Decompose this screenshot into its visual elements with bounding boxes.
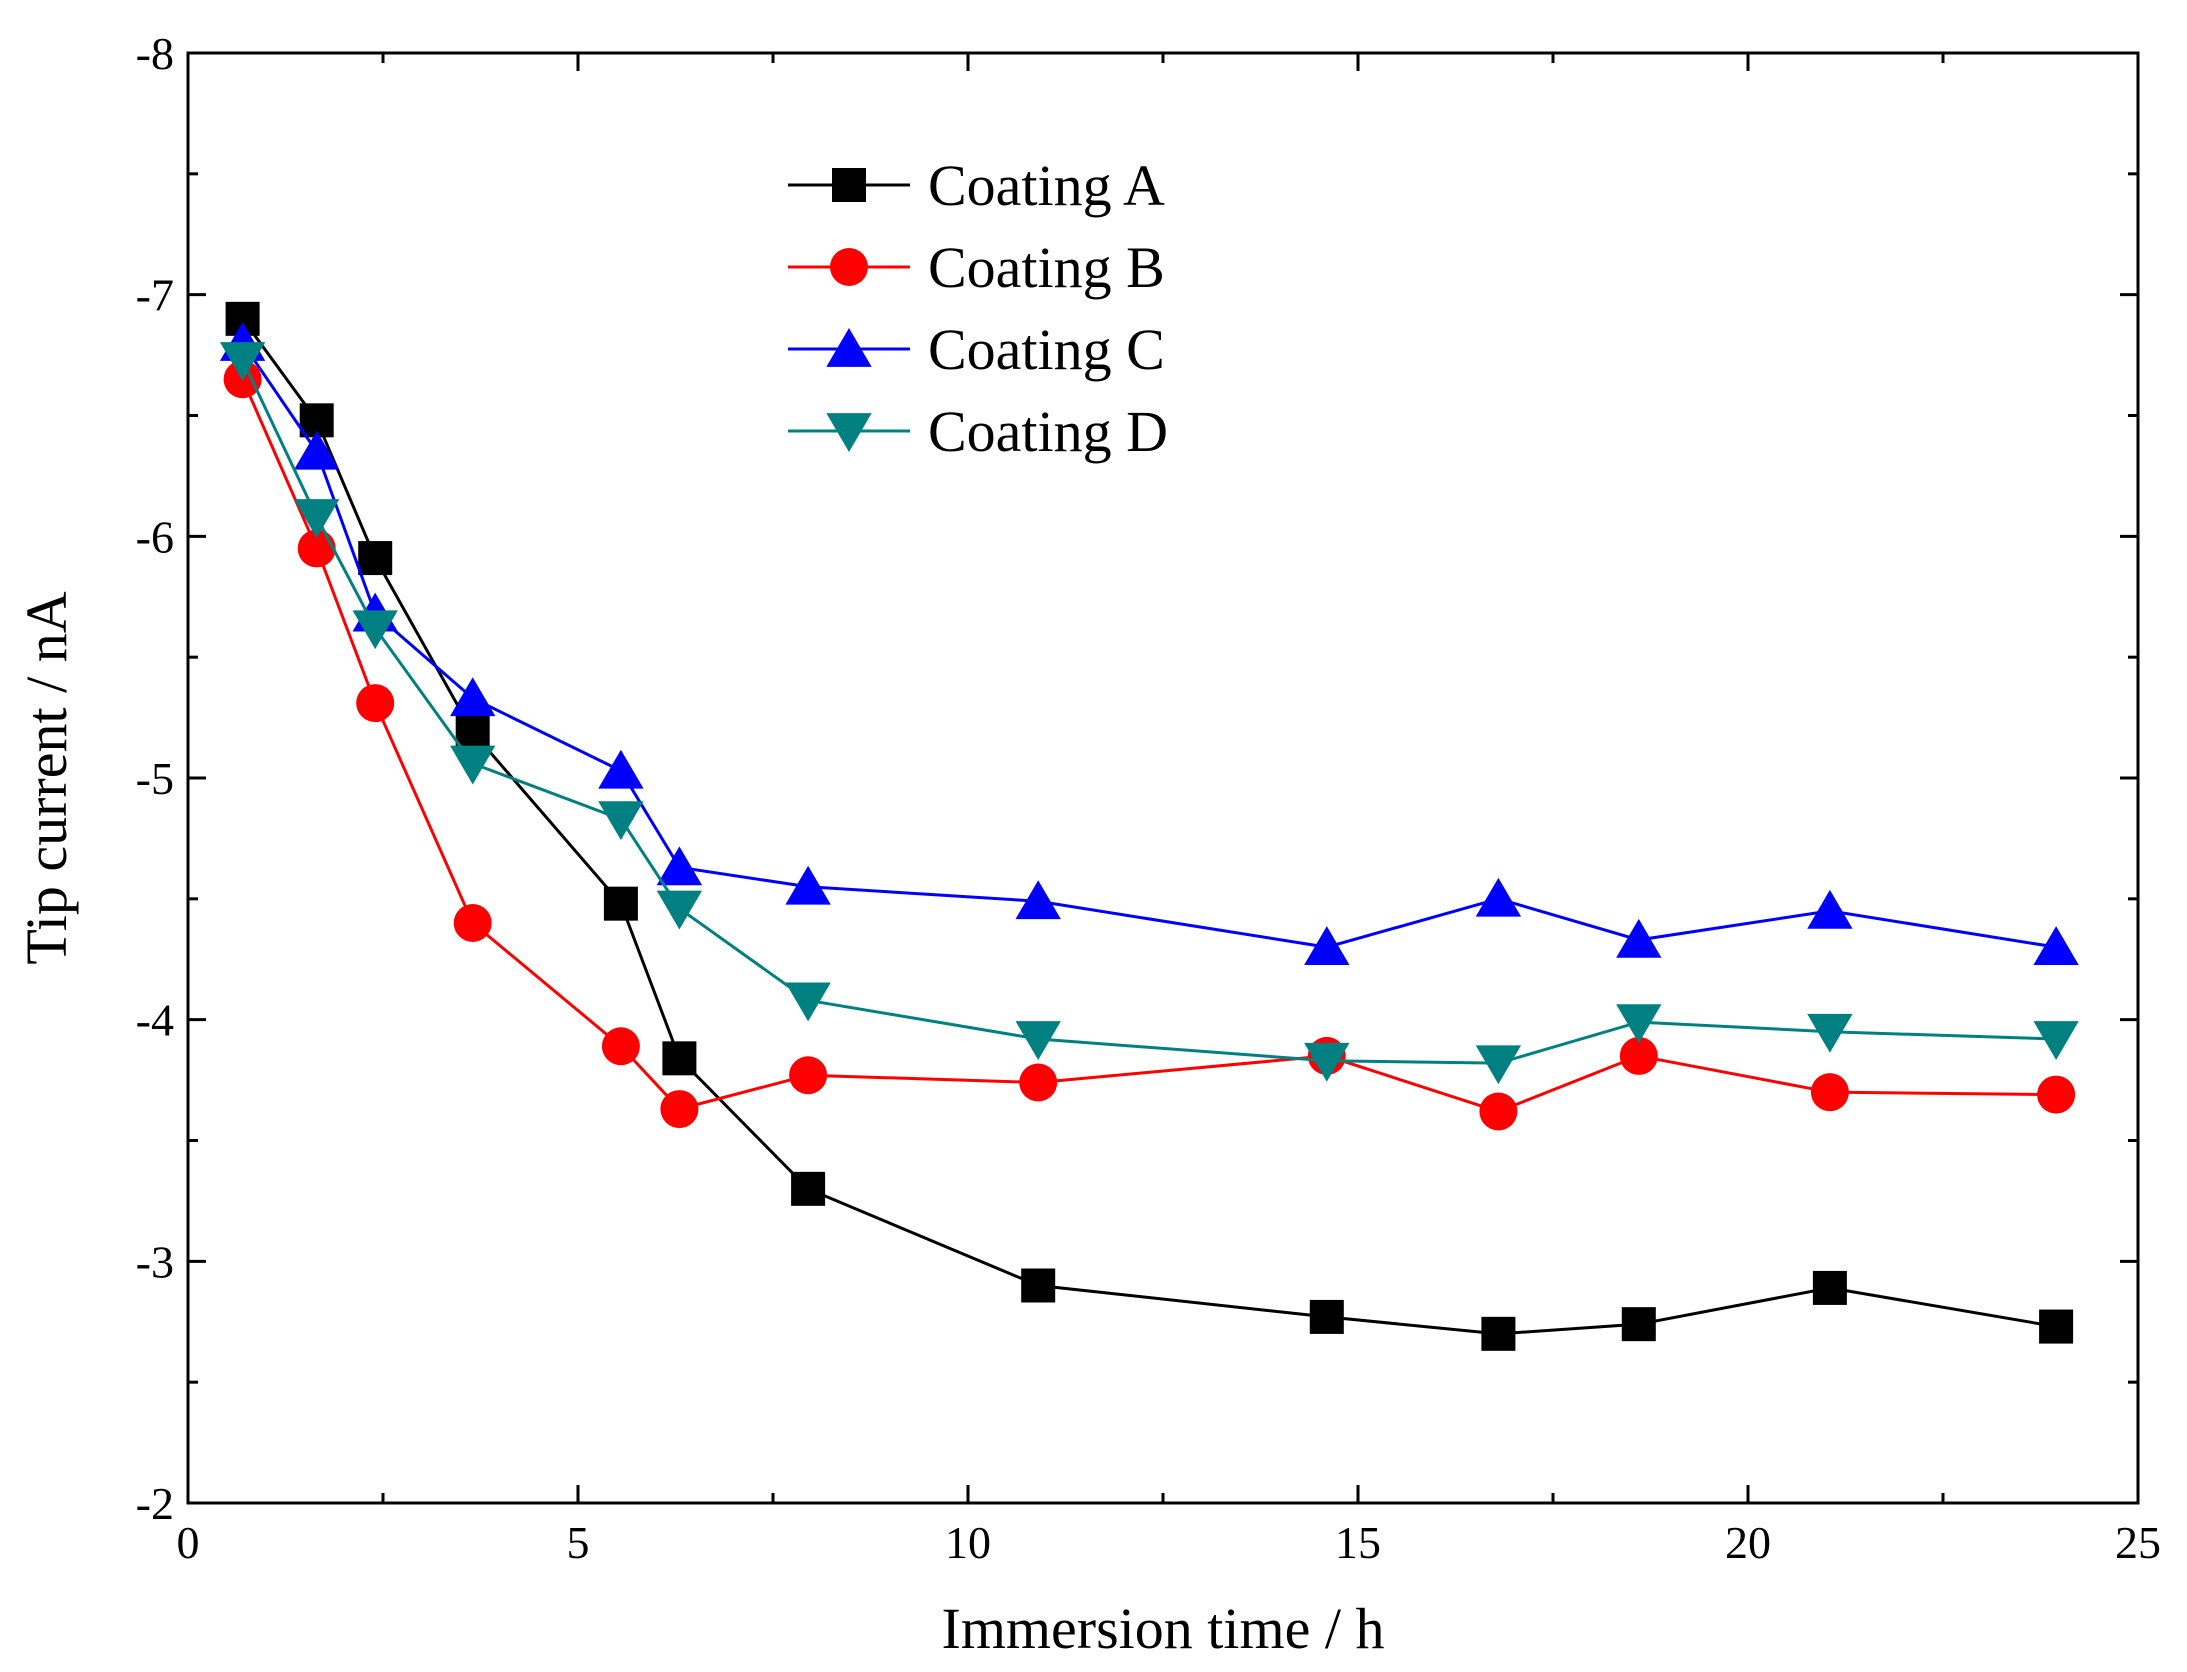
data-point <box>2039 1309 2074 1344</box>
data-point <box>1304 926 1350 966</box>
data-point <box>1807 889 1853 929</box>
data-point <box>453 904 492 942</box>
data-point <box>297 529 336 568</box>
x-tick-label: 5 <box>567 1517 590 1568</box>
data-point <box>1475 1045 1522 1085</box>
data-point <box>455 715 490 750</box>
data-point <box>1304 1042 1350 1082</box>
legend-marker <box>830 248 868 286</box>
data-point <box>1807 1013 1853 1053</box>
y-tick-label: -2 <box>136 1478 174 1529</box>
legend: Coating A Coating B Coating C Coating D <box>788 153 1168 464</box>
y-tick-label: -7 <box>136 270 174 321</box>
x-tick-label: 10 <box>945 1517 991 1568</box>
legend-entry: Coating D <box>788 399 1168 464</box>
data-point <box>450 677 496 717</box>
data-point <box>352 610 398 650</box>
data-point <box>1479 1092 1518 1131</box>
data-point <box>294 499 340 538</box>
series-coating-a <box>225 301 2074 1351</box>
y-tick-label: -8 <box>136 28 174 79</box>
legend-marker <box>832 168 866 202</box>
data-point <box>2033 1021 2079 1060</box>
legend-entry: Coating C <box>788 317 1165 382</box>
data-point <box>1621 1307 1656 1342</box>
data-point <box>598 801 644 841</box>
data-point <box>1616 918 1662 958</box>
data-point <box>2037 1075 2076 1114</box>
x-tick-label: 25 <box>2115 1517 2161 1568</box>
legend-marker <box>826 413 872 452</box>
legend-marker <box>826 328 872 367</box>
data-point <box>1810 1073 1849 1112</box>
data-point <box>656 890 703 930</box>
x-tick-label: 20 <box>1725 1517 1771 1568</box>
x-axis-title: Immersion time / h <box>942 1596 1385 1661</box>
x-tick-label: 0 <box>177 1517 200 1568</box>
data-point <box>356 684 395 723</box>
legend-label: Coating D <box>928 399 1168 464</box>
data-point <box>791 1171 826 1206</box>
x-tick-label: 15 <box>1335 1517 1381 1568</box>
data-point <box>785 982 831 1022</box>
y-tick-label: -3 <box>136 1236 174 1287</box>
data-point <box>450 745 496 785</box>
axes: 0 5 10 15 20 25 -2 -3 -4 -5 -6 -7 -8 <box>136 28 2161 1568</box>
data-point <box>1015 880 1061 920</box>
data-point <box>1616 1004 1662 1044</box>
data-point <box>1812 1270 1847 1305</box>
data-point <box>1021 1268 1056 1303</box>
data-point <box>1309 1299 1344 1334</box>
data-point <box>789 1056 828 1095</box>
y-tick-label: -5 <box>136 753 174 804</box>
legend-label: Coating B <box>928 235 1165 300</box>
data-point <box>1619 1036 1658 1075</box>
legend-entry: Coating A <box>788 153 1165 218</box>
series-group <box>219 301 2079 1351</box>
data-point <box>1019 1063 1058 1102</box>
legend-entry: Coating B <box>788 235 1165 300</box>
data-point <box>603 886 638 921</box>
data-point <box>358 541 393 576</box>
data-point <box>662 1041 697 1076</box>
legend-label: Coating A <box>928 153 1165 218</box>
data-point <box>598 749 644 789</box>
data-point <box>601 1027 640 1066</box>
data-point <box>660 1090 699 1129</box>
data-point <box>1481 1316 1516 1351</box>
y-axis-title: Tip current / nA <box>14 591 79 964</box>
data-point <box>1475 877 1522 917</box>
y-tick-label: -4 <box>136 995 174 1046</box>
data-point <box>219 342 266 381</box>
data-point <box>2033 926 2079 966</box>
legend-label: Coating C <box>928 317 1165 382</box>
data-point <box>1015 1021 1061 1060</box>
series-coating-d <box>219 342 2079 1085</box>
data-point <box>785 865 831 905</box>
data-point <box>656 846 703 886</box>
y-tick-label: -6 <box>136 511 174 562</box>
data-point <box>294 430 340 470</box>
